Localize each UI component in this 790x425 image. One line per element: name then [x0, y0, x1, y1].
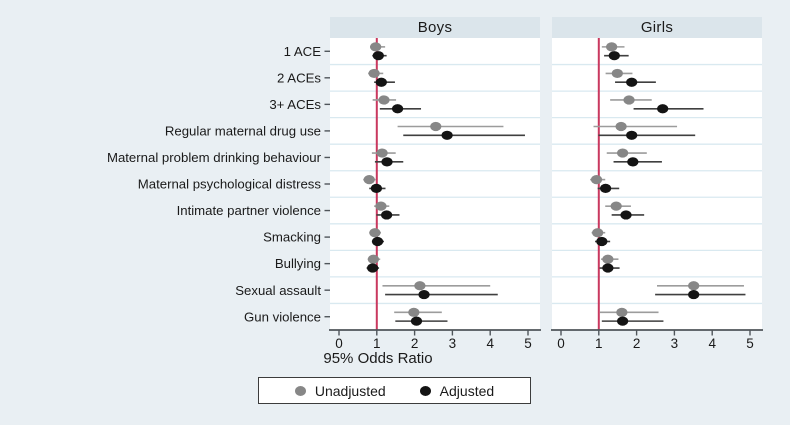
legend-adjusted-label: Adjusted: [439, 382, 495, 399]
marker-adjusted: [626, 77, 638, 87]
marker-adjusted: [620, 210, 632, 220]
marker-adjusted: [372, 51, 384, 61]
marker-adjusted: [410, 316, 423, 326]
marker-adjusted: [657, 104, 669, 114]
marker-adjusted: [418, 289, 430, 300]
marker-unadjusted: [369, 228, 381, 238]
x-tick-label: 3: [449, 336, 457, 351]
marker-adjusted: [375, 77, 387, 87]
panel-title-girls: Girls: [552, 17, 762, 38]
panel-title-boys: Boys: [330, 17, 540, 38]
marker-unadjusted: [610, 201, 622, 211]
marker-unadjusted: [376, 148, 388, 158]
marker-unadjusted: [606, 42, 618, 52]
marker-adjusted: [617, 316, 629, 326]
marker-unadjusted: [611, 68, 623, 79]
plot-area: [552, 38, 762, 330]
marker-unadjusted: [688, 281, 700, 291]
x-tick-label: 2: [633, 336, 641, 351]
marker-adjusted: [602, 263, 614, 273]
x-tick-label: 5: [746, 336, 754, 351]
category-label: 1 ACE: [284, 44, 322, 59]
category-label: 2 ACEs: [277, 70, 321, 85]
category-label: Maternal psychological distress: [138, 177, 322, 192]
panel-title-girls-label: Girls: [640, 19, 674, 36]
category-label: Intimate partner violence: [177, 203, 321, 218]
marker-unadjusted: [616, 307, 628, 317]
marker-unadjusted: [367, 254, 379, 264]
legend-item-unadjusted: Unadjusted: [294, 382, 386, 399]
category-label: Regular maternal drug use: [165, 124, 321, 139]
marker-adjusted: [381, 210, 393, 220]
unadjusted-dot-icon: [294, 385, 306, 396]
marker-unadjusted: [623, 95, 635, 105]
marker-adjusted: [688, 289, 700, 300]
x-tick-label: 2: [411, 336, 419, 351]
x-tick-label: 4: [486, 336, 494, 351]
x-tick-label: 0: [335, 336, 343, 351]
adjusted-dot-icon: [419, 385, 431, 396]
marker-unadjusted: [375, 201, 387, 211]
category-label: Maternal problem drinking behaviour: [107, 150, 322, 165]
marker-unadjusted: [368, 68, 380, 79]
category-label: 3+ ACEs: [269, 97, 321, 112]
marker-adjusted: [391, 104, 404, 114]
marker-unadjusted: [363, 175, 375, 185]
marker-adjusted: [626, 130, 638, 140]
x-tick-label: 3: [671, 336, 679, 351]
marker-unadjusted: [602, 254, 614, 264]
marker-unadjusted: [617, 148, 629, 158]
marker-adjusted: [600, 183, 612, 193]
x-tick-label: 5: [524, 336, 532, 351]
marker-adjusted: [441, 130, 453, 140]
marker-adjusted: [596, 236, 608, 247]
marker-adjusted: [370, 183, 383, 193]
marker-unadjusted: [414, 281, 426, 291]
legend-item-adjusted: Adjusted: [419, 382, 495, 399]
x-tick-label: 1: [373, 336, 381, 351]
marker-unadjusted: [430, 121, 442, 132]
marker-unadjusted: [378, 95, 390, 105]
legend: Unadjusted Adjusted: [258, 377, 531, 404]
panel-title-boys-label: Boys: [417, 19, 453, 36]
x-axis-title: 95% Odds Ratio: [323, 350, 433, 367]
marker-unadjusted: [590, 175, 603, 185]
plot-area: [330, 38, 540, 330]
marker-adjusted: [371, 236, 384, 247]
x-tick-label: 1: [595, 336, 603, 351]
x-tick-label: 4: [708, 336, 716, 351]
marker-adjusted: [627, 157, 639, 167]
marker-adjusted: [381, 157, 393, 167]
marker-adjusted: [608, 51, 620, 61]
marker-unadjusted: [408, 307, 420, 317]
marker-unadjusted: [370, 42, 382, 52]
x-tick-label: 0: [557, 336, 565, 351]
legend-unadjusted-label: Unadjusted: [314, 382, 386, 399]
category-label: Sexual assault: [235, 283, 321, 298]
marker-adjusted: [367, 263, 379, 273]
marker-unadjusted: [592, 228, 604, 238]
category-label: Smacking: [263, 230, 321, 245]
category-label: Bullying: [275, 256, 321, 271]
category-label: Gun violence: [244, 309, 321, 324]
marker-unadjusted: [615, 121, 627, 132]
